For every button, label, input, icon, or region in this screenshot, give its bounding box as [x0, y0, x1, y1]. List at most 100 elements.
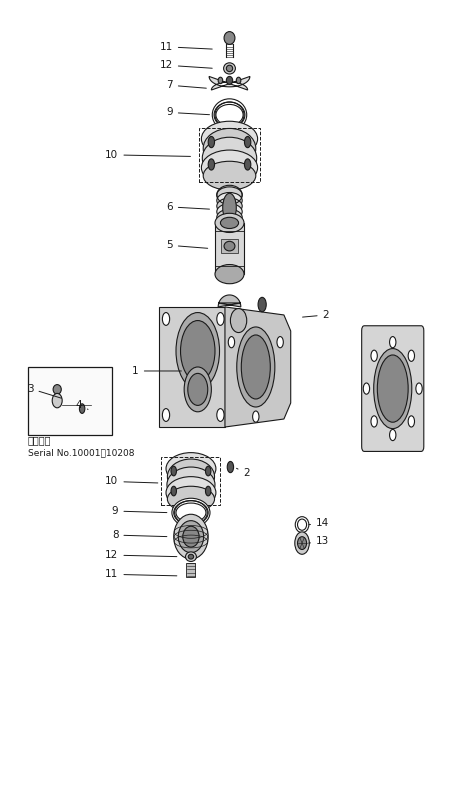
- Text: 6: 6: [166, 202, 209, 212]
- Ellipse shape: [185, 552, 196, 562]
- Ellipse shape: [206, 466, 211, 476]
- Ellipse shape: [203, 161, 256, 190]
- Ellipse shape: [188, 373, 208, 405]
- Ellipse shape: [217, 210, 242, 226]
- Ellipse shape: [252, 411, 259, 422]
- Text: 4: 4: [76, 400, 88, 409]
- Text: 10: 10: [105, 150, 190, 160]
- Ellipse shape: [408, 416, 414, 427]
- Ellipse shape: [228, 337, 235, 347]
- Ellipse shape: [166, 453, 216, 484]
- Bar: [162, 458, 220, 505]
- Text: 12: 12: [105, 550, 177, 560]
- Text: 14: 14: [309, 518, 329, 528]
- Ellipse shape: [202, 137, 257, 179]
- Ellipse shape: [297, 537, 307, 550]
- Ellipse shape: [245, 159, 251, 170]
- Ellipse shape: [371, 350, 377, 361]
- Polygon shape: [225, 307, 291, 427]
- Text: 3: 3: [27, 384, 62, 398]
- Ellipse shape: [168, 459, 214, 494]
- Ellipse shape: [374, 348, 412, 429]
- Ellipse shape: [178, 521, 204, 553]
- Text: 9: 9: [112, 506, 167, 516]
- Text: 2: 2: [236, 468, 250, 479]
- Ellipse shape: [53, 384, 61, 394]
- Ellipse shape: [363, 383, 369, 394]
- Ellipse shape: [217, 215, 242, 231]
- Bar: [199, 127, 260, 182]
- Text: 11: 11: [105, 569, 177, 580]
- FancyBboxPatch shape: [362, 326, 424, 451]
- Ellipse shape: [167, 467, 215, 502]
- Text: 5: 5: [166, 240, 207, 251]
- Ellipse shape: [295, 532, 309, 555]
- Ellipse shape: [203, 128, 256, 168]
- Ellipse shape: [208, 136, 214, 147]
- Ellipse shape: [224, 31, 235, 44]
- Ellipse shape: [176, 313, 219, 389]
- Ellipse shape: [245, 136, 251, 147]
- Bar: [28, 367, 112, 435]
- Ellipse shape: [218, 77, 223, 84]
- Ellipse shape: [202, 150, 257, 185]
- Ellipse shape: [52, 393, 62, 408]
- Ellipse shape: [162, 313, 170, 326]
- Ellipse shape: [208, 159, 214, 170]
- Ellipse shape: [180, 321, 215, 381]
- Ellipse shape: [217, 193, 242, 209]
- Ellipse shape: [295, 517, 309, 533]
- Ellipse shape: [183, 526, 199, 547]
- Ellipse shape: [217, 187, 242, 203]
- Ellipse shape: [241, 335, 270, 399]
- Text: 12: 12: [160, 60, 212, 70]
- Bar: [186, 563, 196, 577]
- Text: 2: 2: [302, 310, 329, 320]
- Ellipse shape: [206, 486, 211, 496]
- Ellipse shape: [217, 313, 224, 326]
- Ellipse shape: [79, 404, 85, 413]
- Ellipse shape: [390, 430, 396, 441]
- Bar: [159, 307, 225, 427]
- Ellipse shape: [202, 121, 257, 156]
- Ellipse shape: [217, 409, 224, 422]
- Ellipse shape: [212, 99, 247, 131]
- Ellipse shape: [258, 297, 266, 312]
- Bar: [221, 239, 238, 253]
- Text: 1: 1: [132, 366, 181, 376]
- Ellipse shape: [217, 198, 242, 214]
- Ellipse shape: [215, 264, 244, 284]
- Ellipse shape: [168, 486, 214, 512]
- Ellipse shape: [188, 555, 194, 559]
- Text: 13: 13: [309, 537, 329, 546]
- Bar: [215, 223, 244, 274]
- Ellipse shape: [416, 383, 422, 394]
- Ellipse shape: [377, 355, 408, 422]
- Ellipse shape: [223, 193, 236, 222]
- Ellipse shape: [408, 350, 414, 361]
- Text: 11: 11: [160, 42, 212, 52]
- Text: 7: 7: [166, 81, 207, 90]
- Text: 適用号機: 適用号機: [28, 435, 51, 446]
- Ellipse shape: [227, 461, 234, 472]
- Ellipse shape: [171, 466, 176, 476]
- Ellipse shape: [224, 241, 235, 251]
- Ellipse shape: [390, 337, 396, 347]
- Text: 9: 9: [166, 107, 209, 118]
- Ellipse shape: [172, 498, 210, 527]
- Ellipse shape: [371, 416, 377, 427]
- Ellipse shape: [171, 486, 176, 496]
- Ellipse shape: [277, 337, 283, 347]
- Ellipse shape: [166, 476, 216, 509]
- Text: Serial No.10001～10208: Serial No.10001～10208: [28, 448, 134, 457]
- Ellipse shape: [236, 77, 241, 84]
- Polygon shape: [218, 295, 241, 307]
- Text: 8: 8: [112, 530, 167, 540]
- Ellipse shape: [184, 367, 211, 412]
- Text: 10: 10: [105, 476, 158, 487]
- Ellipse shape: [216, 105, 243, 125]
- Polygon shape: [209, 77, 250, 90]
- Ellipse shape: [174, 514, 208, 559]
- Ellipse shape: [176, 503, 206, 522]
- Ellipse shape: [217, 204, 242, 220]
